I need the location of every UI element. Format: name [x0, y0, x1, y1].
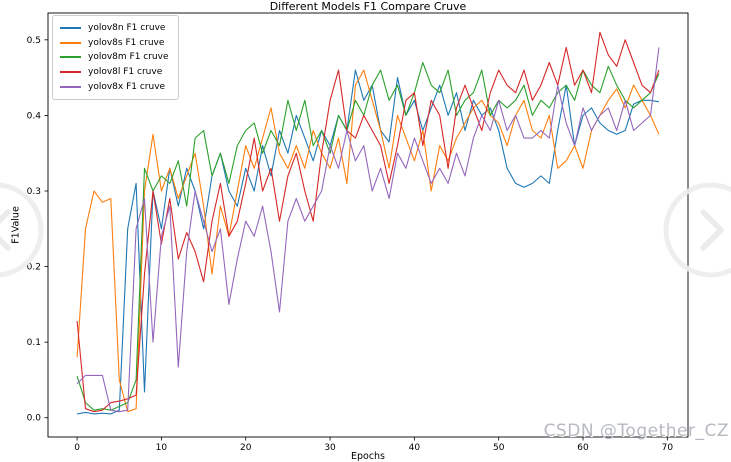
chart-title: Different Models F1 Compare Cruve — [269, 0, 467, 13]
y-tick-label: 0.5 — [27, 36, 41, 46]
legend-label: yolov8x F1 cruve — [88, 81, 166, 92]
legend-swatch-icon — [60, 71, 81, 74]
legend-entry: yolov8x F1 cruve — [60, 79, 169, 94]
x-tick-label: 70 — [662, 443, 674, 453]
x-tick-label: 20 — [240, 443, 252, 453]
legend-label: yolov8m F1 cruve — [88, 52, 169, 63]
legend-swatch-icon — [60, 41, 81, 44]
carousel-prev-icon[interactable] — [0, 174, 48, 286]
legend-entry: yolov8n F1 cruve — [60, 21, 169, 36]
x-tick-label: 40 — [409, 443, 421, 453]
axes-frame — [47, 12, 689, 438]
x-tick-label: 10 — [156, 443, 168, 453]
y-tick-label: 0.1 — [27, 338, 41, 348]
legend-label: yolov8n F1 cruve — [88, 23, 166, 34]
series-line-yolov8m — [76, 61, 660, 411]
legend-label: yolov8l F1 cruve — [88, 67, 163, 78]
y-tick-label: 0.0 — [27, 414, 42, 424]
carousel-next-icon[interactable] — [663, 174, 731, 286]
legend-swatch-icon — [60, 27, 81, 30]
y-tick-label: 0.2 — [27, 263, 41, 273]
series-line-yolov8l — [76, 31, 660, 413]
series-line-yolov8x — [76, 47, 660, 413]
y-tick-label: 0.4 — [27, 111, 42, 121]
series-line-yolov8s — [76, 69, 660, 413]
y-tick-label: 0.3 — [27, 187, 41, 197]
x-tick-label: 50 — [493, 443, 505, 453]
legend-label: yolov8s F1 cruve — [88, 37, 165, 48]
series-line-yolov8n — [77, 69, 659, 415]
legend-entry: yolov8s F1 cruve — [60, 36, 169, 51]
x-tick-label: 30 — [324, 443, 336, 453]
legend-swatch-icon — [60, 85, 81, 88]
x-axis-label: Epochs — [350, 451, 386, 462]
x-tick-label: 60 — [577, 443, 589, 453]
legend-swatch-icon — [60, 56, 81, 59]
legend: yolov8n F1 cruve yolov8s F1 cruve yolov8m … — [52, 15, 179, 100]
x-tick-label: 0 — [74, 443, 80, 453]
legend-entry: yolov8l F1 cruve — [60, 65, 169, 80]
watermark-text: CSDN @Together_CZ — [543, 421, 729, 441]
legend-entry: yolov8m F1 cruve — [60, 50, 169, 65]
